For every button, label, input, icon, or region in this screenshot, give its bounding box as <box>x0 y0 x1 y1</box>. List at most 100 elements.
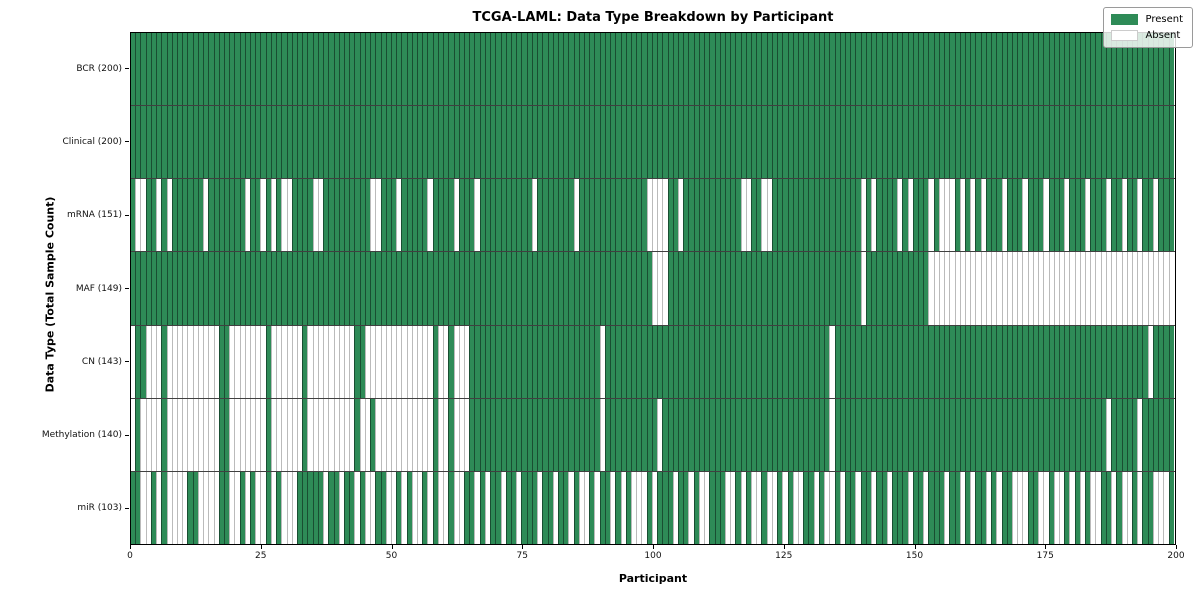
matrix-cell <box>615 106 621 179</box>
matrix-cell <box>902 106 908 179</box>
matrix-cell <box>187 106 193 179</box>
matrix-cell <box>1158 398 1164 471</box>
matrix-cell <box>1121 33 1127 106</box>
matrix-cell <box>411 179 418 252</box>
matrix-cell <box>787 106 793 179</box>
matrix-cell <box>923 398 929 471</box>
matrix-cell <box>907 252 913 325</box>
matrix-cell <box>537 179 543 252</box>
matrix-cell <box>782 252 788 325</box>
matrix-cell <box>677 179 684 252</box>
matrix-cell <box>359 252 365 325</box>
matrix-cell <box>954 325 960 398</box>
matrix-cell <box>521 106 527 179</box>
matrix-row-miR <box>131 471 1175 544</box>
matrix-cell <box>135 179 141 252</box>
matrix-cell <box>417 106 423 179</box>
matrix-cell <box>182 252 188 325</box>
matrix-cell <box>1105 398 1112 471</box>
matrix-cell <box>464 252 470 325</box>
matrix-cell <box>140 398 146 471</box>
matrix-cell <box>886 252 892 325</box>
matrix-cell <box>938 106 945 179</box>
matrix-cell <box>131 106 136 179</box>
matrix-cell <box>495 471 501 544</box>
matrix-cell <box>850 252 856 325</box>
matrix-cell <box>1053 33 1059 106</box>
matrix-cell <box>813 179 819 252</box>
matrix-cell <box>724 398 731 471</box>
matrix-cell <box>349 106 355 179</box>
matrix-cell <box>359 179 365 252</box>
matrix-cell <box>250 325 256 398</box>
matrix-cell <box>1011 252 1018 325</box>
matrix-cell <box>881 106 887 179</box>
matrix-cell <box>270 252 277 325</box>
matrix-cell <box>599 179 605 252</box>
matrix-cell <box>458 471 464 544</box>
matrix-cell <box>255 471 261 544</box>
matrix-cell <box>1048 325 1054 398</box>
matrix-cell <box>516 398 522 471</box>
matrix-cell <box>662 471 668 544</box>
matrix-cell <box>798 398 804 471</box>
matrix-cell <box>338 106 344 179</box>
matrix-cell <box>844 106 851 179</box>
matrix-cell <box>458 325 464 398</box>
matrix-cell <box>693 325 699 398</box>
matrix-cell <box>740 106 746 179</box>
matrix-cell <box>818 471 825 544</box>
matrix-cell <box>1147 325 1153 398</box>
matrix-cell <box>265 33 271 106</box>
matrix-cell <box>1074 398 1080 471</box>
matrix-cell <box>891 471 898 544</box>
matrix-cell <box>672 471 678 544</box>
matrix-cell <box>745 252 752 325</box>
matrix-cell <box>531 106 538 179</box>
matrix-cell <box>766 252 772 325</box>
matrix-cell <box>949 179 955 252</box>
matrix-cell <box>876 106 882 179</box>
matrix-cell <box>380 471 386 544</box>
matrix-cell <box>244 179 251 252</box>
matrix-cell <box>959 179 965 252</box>
matrix-cell <box>918 325 924 398</box>
matrix-cell <box>150 471 157 544</box>
matrix-cell <box>965 398 971 471</box>
matrix-cell <box>651 252 658 325</box>
matrix-cell <box>385 33 391 106</box>
matrix-cell <box>980 398 986 471</box>
chart-title: TCGA-LAML: Data Type Breakdown by Partic… <box>472 10 834 25</box>
matrix-cell <box>490 325 496 398</box>
matrix-cell <box>317 179 324 252</box>
matrix-cell <box>192 33 198 106</box>
matrix-cell <box>385 106 391 179</box>
matrix-cell <box>808 398 814 471</box>
matrix-cell <box>578 398 585 471</box>
matrix-cell <box>980 179 986 252</box>
matrix-cell <box>166 33 172 106</box>
matrix-cell <box>677 471 684 544</box>
matrix-cell <box>938 398 945 471</box>
matrix-cell <box>474 33 480 106</box>
matrix-cell <box>1137 106 1143 179</box>
matrix-cell <box>255 33 261 106</box>
matrix-cell <box>307 33 313 106</box>
absent-swatch-icon <box>1111 30 1139 41</box>
matrix-cell <box>260 252 266 325</box>
matrix-cell <box>1111 33 1117 106</box>
matrix-cell <box>766 398 772 471</box>
matrix-cell <box>385 325 391 398</box>
matrix-cell <box>1085 252 1091 325</box>
matrix-cell <box>1011 471 1018 544</box>
matrix-cell <box>239 179 245 252</box>
matrix-cell <box>244 252 251 325</box>
matrix-cell <box>724 106 731 179</box>
matrix-cell <box>677 33 684 106</box>
matrix-cell <box>1137 252 1143 325</box>
matrix-cell <box>599 33 605 106</box>
matrix-cell <box>255 252 261 325</box>
matrix-cell <box>970 471 976 544</box>
matrix-cell <box>1126 252 1132 325</box>
matrix-cell <box>145 325 151 398</box>
